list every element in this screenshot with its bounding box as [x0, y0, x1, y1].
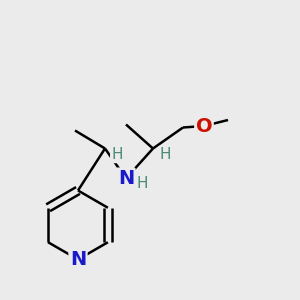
Text: H: H	[137, 176, 148, 190]
Text: H: H	[159, 147, 171, 162]
Text: N: N	[118, 169, 134, 188]
Text: H: H	[111, 147, 123, 162]
Text: N: N	[70, 250, 86, 269]
Text: O: O	[196, 116, 212, 136]
